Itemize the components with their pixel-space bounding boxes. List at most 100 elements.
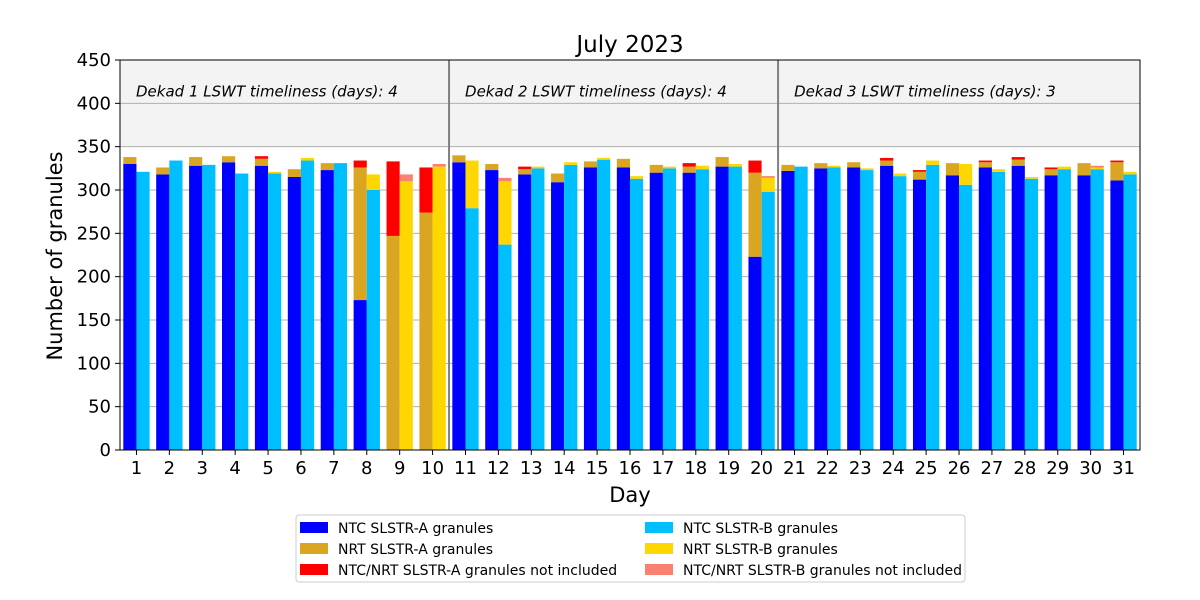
bar-a-day-4 bbox=[222, 156, 236, 163]
bar-a-day-17 bbox=[649, 172, 663, 450]
bar-a-day-24 bbox=[880, 165, 894, 450]
bar-b-day-17 bbox=[662, 168, 677, 451]
bar-a-day-1 bbox=[123, 164, 137, 450]
x-tick-label: 29 bbox=[1046, 458, 1069, 479]
x-tick-label: 27 bbox=[980, 458, 1003, 479]
y-axis-title: Number of granules bbox=[43, 151, 67, 360]
bar-a-day-27 bbox=[978, 167, 992, 450]
bar-a-day-17 bbox=[649, 164, 663, 173]
bar-a-day-26 bbox=[945, 175, 960, 450]
bar-b-day-18 bbox=[695, 165, 709, 170]
x-tick-label: 4 bbox=[229, 458, 240, 479]
bar-a-day-18 bbox=[682, 166, 696, 173]
x-tick-label: 10 bbox=[421, 458, 444, 479]
bar-b-day-31 bbox=[1123, 171, 1137, 175]
x-tick-label: 30 bbox=[1079, 458, 1102, 479]
bar-b-day-22 bbox=[827, 167, 841, 450]
bar-a-day-25 bbox=[912, 171, 927, 180]
bar-b-day-12 bbox=[498, 244, 512, 450]
bar-a-day-23 bbox=[847, 167, 861, 450]
legend-swatch bbox=[645, 564, 673, 575]
bar-a-day-27 bbox=[978, 162, 992, 168]
bar-a-day-5 bbox=[254, 165, 269, 450]
legend-label: NTC SLSTR-A granules bbox=[338, 521, 493, 537]
bar-a-day-7 bbox=[320, 170, 334, 451]
dekad-annotation-1: Dekad 1 LSWT timeliness (days): 4 bbox=[136, 82, 398, 100]
bar-a-day-11 bbox=[452, 155, 466, 163]
bar-a-day-24 bbox=[880, 157, 894, 161]
bar-b-day-9 bbox=[399, 174, 413, 182]
bar-b-day-29 bbox=[1057, 166, 1071, 170]
legend-swatch bbox=[645, 522, 673, 533]
legend-label: NTC/NRT SLSTR-A granules not included bbox=[338, 563, 617, 579]
dekad-annotation-3: Dekad 3 LSWT timeliness (days): 3 bbox=[794, 82, 1056, 100]
bar-b-day-27 bbox=[991, 169, 1006, 172]
bar-b-day-20 bbox=[761, 176, 775, 178]
bar-a-day-2 bbox=[156, 167, 170, 175]
y-tick-label: 50 bbox=[88, 397, 111, 418]
legend-swatch bbox=[300, 564, 328, 575]
bar-a-day-29 bbox=[1044, 175, 1058, 450]
x-tick-label: 11 bbox=[454, 458, 477, 479]
bar-b-day-9 bbox=[399, 181, 413, 451]
bar-b-day-19 bbox=[728, 164, 742, 167]
bar-b-day-19 bbox=[728, 166, 742, 450]
bar-a-day-21 bbox=[781, 164, 795, 171]
bar-a-day-13 bbox=[518, 166, 532, 170]
bar-a-day-1 bbox=[123, 157, 137, 164]
bar-b-day-20 bbox=[761, 177, 775, 192]
bar-a-day-20 bbox=[748, 160, 762, 173]
bar-b-day-28 bbox=[1024, 177, 1038, 179]
bar-a-day-2 bbox=[156, 174, 170, 450]
bar-a-day-18 bbox=[682, 172, 696, 450]
x-tick-label: 9 bbox=[394, 458, 405, 479]
bar-b-day-30 bbox=[1090, 165, 1104, 168]
bar-b-day-25 bbox=[926, 164, 940, 450]
bar-a-day-12 bbox=[485, 170, 499, 451]
bar-b-day-21 bbox=[794, 166, 808, 450]
bar-b-day-15 bbox=[597, 157, 611, 160]
bar-b-day-2 bbox=[169, 160, 183, 451]
bar-a-day-28 bbox=[1011, 159, 1025, 166]
bar-a-day-30 bbox=[1077, 163, 1091, 176]
x-tick-label: 14 bbox=[553, 458, 576, 479]
bar-b-day-11 bbox=[465, 160, 479, 209]
bar-a-day-8 bbox=[353, 167, 367, 301]
bar-b-day-16 bbox=[630, 178, 644, 450]
y-tick-label: 200 bbox=[77, 267, 111, 288]
legend-label: NRT SLSTR-A granules bbox=[338, 542, 493, 558]
y-tick-label: 400 bbox=[77, 93, 111, 114]
bar-b-day-5 bbox=[268, 171, 282, 174]
bar-b-day-6 bbox=[300, 160, 315, 451]
bar-b-day-4 bbox=[235, 173, 249, 451]
legend-label: NTC SLSTR-B granules bbox=[683, 521, 838, 537]
bar-a-day-10 bbox=[419, 212, 433, 450]
bar-a-day-15 bbox=[583, 161, 598, 168]
bar-a-day-31 bbox=[1110, 180, 1124, 450]
x-tick-label: 19 bbox=[717, 458, 740, 479]
bar-b-day-6 bbox=[300, 157, 315, 161]
x-tick-label: 21 bbox=[783, 458, 806, 479]
bar-b-day-8 bbox=[366, 190, 380, 450]
x-tick-label: 20 bbox=[750, 458, 773, 479]
bar-b-day-10 bbox=[432, 166, 446, 450]
chart-title: July 2023 bbox=[574, 32, 683, 58]
bar-a-day-25 bbox=[912, 170, 927, 172]
bar-b-day-24 bbox=[893, 173, 907, 177]
bar-a-day-8 bbox=[353, 160, 367, 168]
x-tick-label: 8 bbox=[361, 458, 372, 479]
bar-a-day-3 bbox=[189, 157, 203, 166]
bar-a-day-28 bbox=[1011, 157, 1025, 160]
y-tick-label: 250 bbox=[77, 223, 111, 244]
bar-a-day-14 bbox=[551, 173, 565, 183]
bar-a-day-23 bbox=[847, 162, 861, 168]
legend-label: NTC/NRT SLSTR-B granules not included bbox=[683, 563, 962, 579]
bar-b-day-12 bbox=[498, 181, 512, 245]
legend-swatch bbox=[645, 543, 673, 554]
bar-b-day-29 bbox=[1057, 169, 1071, 450]
bar-a-day-10 bbox=[419, 167, 433, 213]
y-tick-label: 300 bbox=[77, 180, 111, 201]
legend: NTC SLSTR-A granules NRT SLSTR-A granules… bbox=[295, 514, 966, 583]
bar-a-day-20 bbox=[748, 172, 762, 257]
